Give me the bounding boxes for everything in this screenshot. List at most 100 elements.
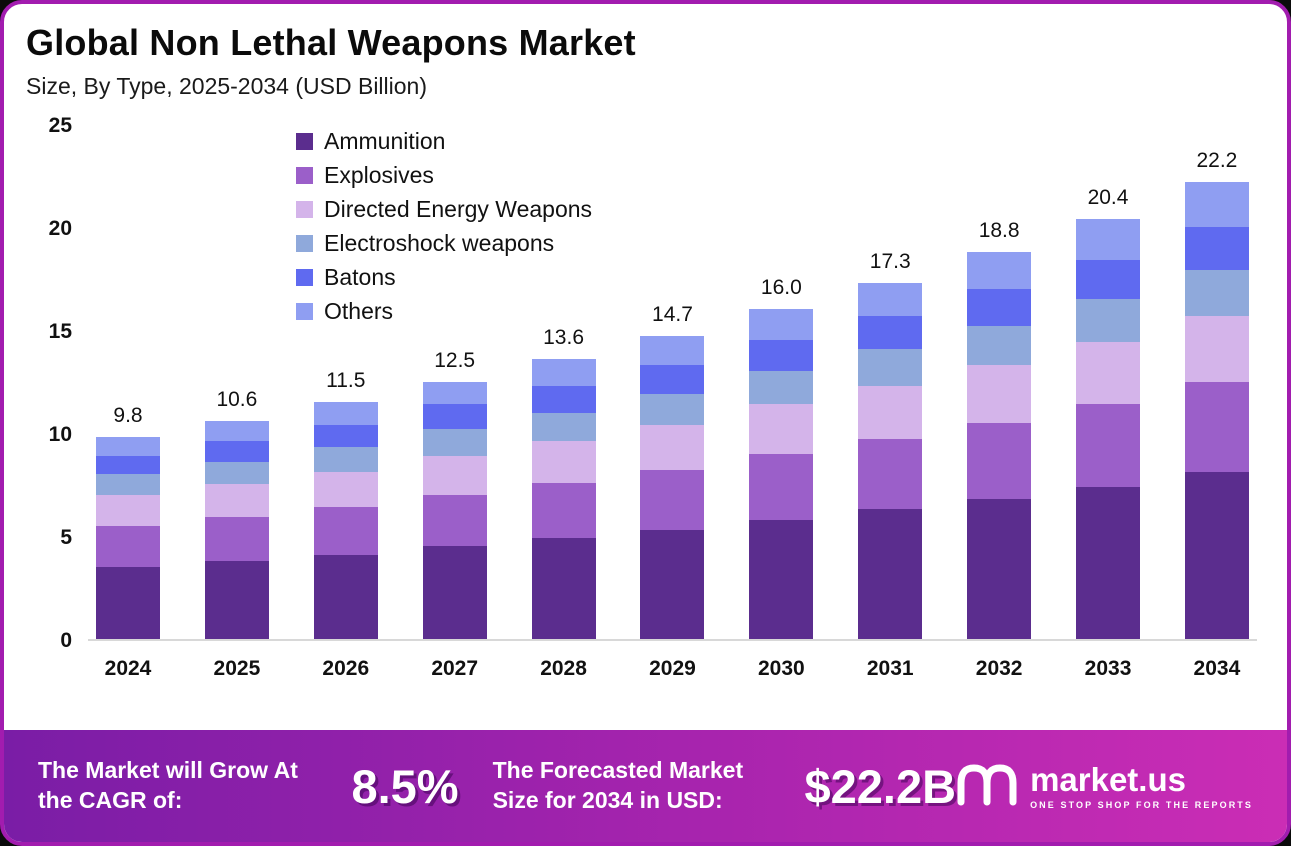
bar-segment-directed-energy-weapons[interactable]	[313, 472, 378, 508]
bar-segment-batons[interactable]	[422, 404, 487, 429]
legend-item-ammunition[interactable]: Ammunition	[296, 128, 592, 155]
bar-segment-others[interactable]	[313, 402, 378, 425]
bar-segment-ammunition[interactable]	[422, 546, 487, 639]
legend-swatch-others	[296, 303, 313, 320]
bar-segment-electroshock-weapons[interactable]	[858, 348, 923, 386]
plot-area: Ammunition Explosives Directed Energy Weap…	[88, 126, 1257, 641]
bar-segment-directed-energy-weapons[interactable]	[1184, 315, 1249, 382]
bar-segment-electroshock-weapons[interactable]	[96, 474, 160, 495]
bar-segment-ammunition[interactable]	[96, 566, 160, 639]
bar-total-label-2024: 9.8	[113, 404, 143, 428]
bar-segment-ammunition[interactable]	[204, 560, 269, 639]
bar-segment-others[interactable]	[967, 251, 1032, 289]
bar-segment-explosives[interactable]	[531, 482, 596, 539]
bar-segment-others[interactable]	[1076, 218, 1141, 261]
bar-column-2027: 12.5	[422, 349, 487, 639]
bar-segment-explosives[interactable]	[640, 470, 705, 530]
bar-segment-batons[interactable]	[967, 288, 1032, 326]
bar-segment-batons[interactable]	[96, 455, 160, 475]
x-axis: 2024 2025 2026 2027 2028 2029 2030 2031 2032 2033…	[88, 641, 1257, 681]
chart-section: Global Non Lethal Weapons Market Size, B…	[4, 4, 1287, 730]
bar-segment-explosives[interactable]	[422, 494, 487, 547]
bar-segment-electroshock-weapons[interactable]	[204, 461, 269, 485]
bar-segment-batons[interactable]	[749, 340, 814, 372]
bar-segment-electroshock-weapons[interactable]	[531, 412, 596, 442]
bar-segment-ammunition[interactable]	[640, 529, 705, 639]
stacked-bar-2031[interactable]	[858, 282, 923, 639]
bar-segment-explosives[interactable]	[96, 525, 160, 567]
bar-segment-batons[interactable]	[204, 441, 269, 462]
bar-segment-electroshock-weapons[interactable]	[422, 428, 487, 456]
bar-segment-ammunition[interactable]	[531, 538, 596, 639]
stacked-bar-2024[interactable]	[96, 437, 160, 639]
bar-segment-others[interactable]	[1184, 181, 1249, 228]
bar-segment-ammunition[interactable]	[858, 509, 923, 639]
bar-segment-electroshock-weapons[interactable]	[640, 393, 705, 425]
bar-segment-directed-energy-weapons[interactable]	[640, 424, 705, 471]
bar-segment-directed-energy-weapons[interactable]	[422, 455, 487, 495]
bar-segment-batons[interactable]	[640, 365, 705, 394]
bar-segment-explosives[interactable]	[313, 507, 378, 555]
bar-segment-directed-energy-weapons[interactable]	[749, 404, 814, 454]
bar-segment-electroshock-weapons[interactable]	[749, 371, 814, 405]
bar-segment-batons[interactable]	[531, 385, 596, 413]
x-axis-label-2024: 2024	[104, 657, 152, 680]
brand-lockup[interactable]: market.us ONE STOP SHOP FOR THE REPORTS	[956, 762, 1253, 811]
stacked-bar-2034[interactable]	[1184, 181, 1249, 639]
stacked-bar-2026[interactable]	[313, 402, 378, 639]
bar-segment-explosives[interactable]	[749, 453, 814, 520]
bar-segment-ammunition[interactable]	[313, 554, 378, 639]
bar-total-label-2029: 14.7	[652, 303, 693, 327]
bar-segment-explosives[interactable]	[204, 517, 269, 561]
forecast-value: $22.2B	[804, 759, 957, 813]
legend-item-electroshock-weapons[interactable]: Electroshock weapons	[296, 230, 592, 257]
stacked-bar-2033[interactable]	[1076, 218, 1141, 639]
bar-segment-explosives[interactable]	[1184, 381, 1249, 473]
bar-segment-others[interactable]	[204, 420, 269, 442]
bar-segment-electroshock-weapons[interactable]	[967, 325, 1032, 366]
bar-segment-others[interactable]	[96, 437, 160, 456]
bar-segment-batons[interactable]	[313, 424, 378, 448]
market-us-logo-icon	[956, 762, 1018, 811]
bar-total-label-2030: 16.0	[760, 276, 802, 300]
bar-segment-others[interactable]	[422, 381, 487, 405]
bar-segment-electroshock-weapons[interactable]	[1184, 270, 1249, 316]
bar-segment-others[interactable]	[749, 309, 814, 341]
bar-segment-directed-energy-weapons[interactable]	[204, 484, 269, 518]
bar-total-label-2032: 18.8	[978, 218, 1020, 242]
cagr-label: The Market will Grow At the CAGR of:	[38, 757, 298, 813]
legend-item-batons[interactable]: Batons	[296, 264, 592, 291]
bar-segment-explosives[interactable]	[858, 439, 923, 510]
bar-segment-ammunition[interactable]	[1076, 486, 1141, 639]
bar-segment-directed-energy-weapons[interactable]	[96, 494, 160, 526]
x-axis-label-2030: 2030	[757, 657, 805, 680]
stacked-bar-2028[interactable]	[531, 358, 596, 639]
bar-segment-ammunition[interactable]	[749, 519, 814, 639]
bar-segment-batons[interactable]	[1076, 260, 1141, 300]
bar-segment-batons[interactable]	[1184, 227, 1249, 271]
bar-segment-others[interactable]	[858, 282, 923, 316]
x-axis-label-2028: 2028	[540, 657, 587, 680]
bar-segment-directed-energy-weapons[interactable]	[531, 441, 596, 483]
y-axis-tick-25: 25	[48, 114, 72, 137]
bar-segment-others[interactable]	[640, 336, 705, 366]
bar-segment-electroshock-weapons[interactable]	[313, 447, 378, 473]
bar-segment-electroshock-weapons[interactable]	[1076, 299, 1141, 343]
legend-item-explosives[interactable]: Explosives	[296, 162, 592, 189]
legend-item-others[interactable]: Others	[296, 298, 592, 325]
bar-segment-directed-energy-weapons[interactable]	[858, 385, 923, 440]
bar-segment-ammunition[interactable]	[967, 498, 1032, 639]
stacked-bar-2027[interactable]	[422, 381, 487, 639]
legend-item-directed-energy-weapons[interactable]: Directed Energy Weapons	[296, 196, 592, 223]
bar-segment-others[interactable]	[531, 358, 596, 386]
bar-segment-explosives[interactable]	[1076, 404, 1141, 487]
bar-segment-directed-energy-weapons[interactable]	[1076, 342, 1141, 405]
bar-segment-batons[interactable]	[858, 315, 923, 349]
bar-segment-directed-energy-weapons[interactable]	[967, 365, 1032, 423]
stacked-bar-2030[interactable]	[749, 309, 814, 639]
stacked-bar-2032[interactable]	[967, 251, 1032, 639]
stacked-bar-2025[interactable]	[204, 420, 269, 639]
bar-segment-ammunition[interactable]	[1184, 472, 1249, 639]
stacked-bar-2029[interactable]	[640, 336, 705, 639]
bar-segment-explosives[interactable]	[967, 422, 1032, 499]
